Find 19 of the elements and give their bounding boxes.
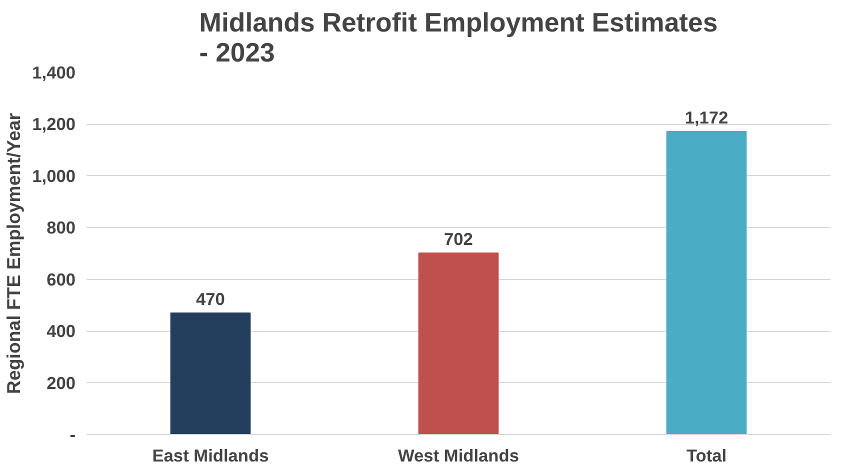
x-tick-label: Total — [686, 446, 727, 466]
y-tick-label: 800 — [46, 218, 76, 238]
y-tick-label: 1,000 — [32, 166, 76, 186]
data-label: 470 — [196, 288, 225, 309]
bar — [418, 252, 499, 434]
y-tick-label: 600 — [46, 269, 76, 290]
x-tick-label: East Midlands — [152, 446, 269, 466]
y-tick-label: - — [70, 424, 76, 444]
bar — [170, 312, 251, 434]
data-label: 1,172 — [684, 107, 728, 128]
data-label: 702 — [444, 228, 473, 249]
chart-title: Midlands Retrofit Employment Estimates - 2023 — [199, 8, 718, 68]
bar — [666, 130, 747, 434]
y-tick-label: 1,400 — [32, 62, 76, 82]
y-tick-label: 400 — [46, 321, 76, 342]
y-tick-label: 200 — [46, 372, 76, 393]
y-tick-label: 1,200 — [32, 114, 76, 134]
y-axis-title: Regional FTE Employment/Year — [3, 113, 24, 394]
x-tick-label: West Midlands — [398, 446, 520, 466]
